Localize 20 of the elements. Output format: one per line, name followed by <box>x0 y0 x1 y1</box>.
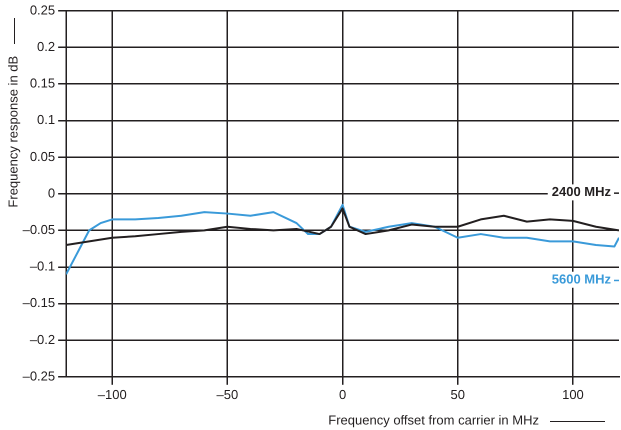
y-tick-label: –0.15 <box>22 295 56 310</box>
legend-label: 5600 MHz <box>552 271 612 286</box>
legend-label: 2400 MHz <box>552 184 612 199</box>
y-tick-label: 0 <box>48 185 56 200</box>
y-tick-label: 0.2 <box>37 38 56 54</box>
x-axis-title: Frequency offset from carrier in MHz <box>328 412 539 428</box>
y-tick-label: –0.2 <box>30 332 56 347</box>
y-tick-label: –0.25 <box>22 368 56 384</box>
x-tick-label: –100 <box>98 387 127 402</box>
x-tick-label: –50 <box>216 387 238 402</box>
y-axis-title: Frequency response in dB <box>6 56 21 208</box>
x-tick-label: 50 <box>450 387 465 402</box>
y-tick-label: –0.1 <box>30 258 56 274</box>
x-tick-label: 100 <box>562 387 584 402</box>
y-tick-label: 0.25 <box>30 2 56 18</box>
y-tick-label: 0.05 <box>30 148 56 164</box>
y-tick-label: 0.1 <box>37 112 56 128</box>
y-tick-label: 0.15 <box>30 76 56 91</box>
x-tick-label: 0 <box>338 387 346 402</box>
y-tick-label: –0.05 <box>22 222 56 237</box>
